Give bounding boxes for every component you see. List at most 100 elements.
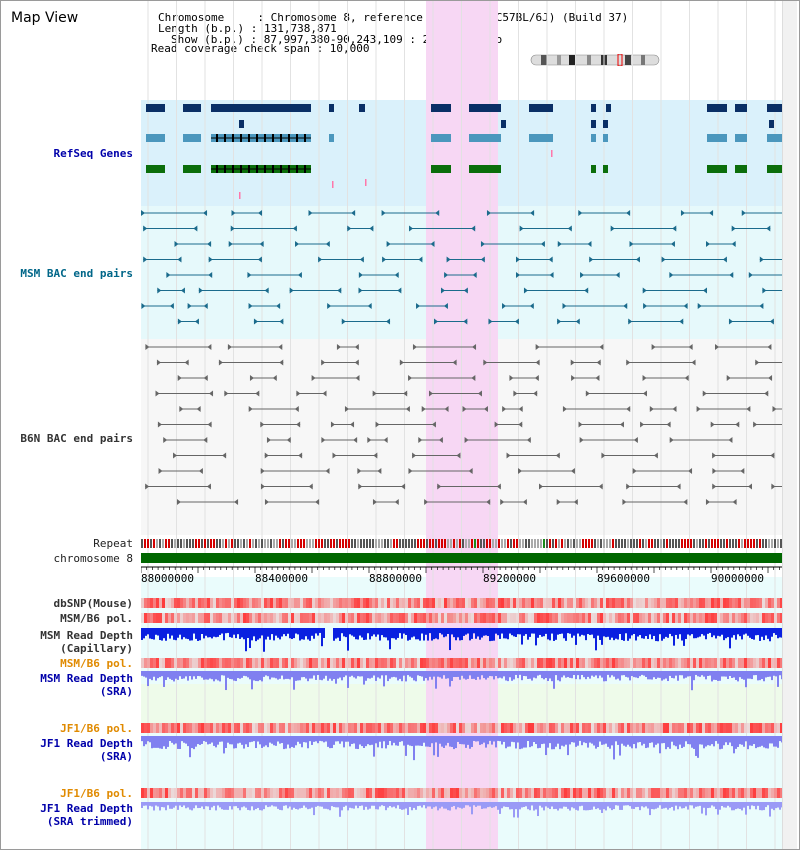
exon-tick [288, 134, 290, 142]
heat-cell [513, 658, 516, 668]
repeat-bar [333, 539, 335, 548]
exon-tick [288, 165, 290, 173]
heat-cell [489, 788, 492, 798]
heat-cell [318, 723, 321, 733]
heat-cell [333, 598, 336, 608]
depth-bar [511, 671, 513, 681]
heat-cell [732, 658, 735, 668]
bac-end-marker [174, 241, 179, 247]
depth-bar [307, 802, 309, 810]
depth-bar [731, 671, 733, 679]
depth-bar [603, 628, 605, 637]
bac-end-marker [623, 303, 628, 309]
exon-tick [248, 134, 250, 142]
exon-tick [280, 134, 282, 142]
heat-cell [168, 788, 171, 798]
vertical-scrollbar[interactable] [782, 1, 797, 849]
depth-bar [403, 802, 405, 810]
exon-tick [256, 134, 258, 142]
heat-cell [729, 658, 732, 668]
heat-cell [489, 613, 492, 623]
depth-bar [209, 736, 211, 744]
heat-cell [606, 723, 609, 733]
heat-cell [201, 598, 204, 608]
heat-cell [597, 723, 600, 733]
heat-cell [303, 658, 306, 668]
genome-track-canvas[interactable] [141, 1, 782, 849]
depth-bar [399, 671, 401, 679]
depth-bar [165, 736, 167, 749]
depth-bar [535, 671, 537, 679]
repeat-bar [489, 539, 491, 548]
depth-bar [517, 671, 519, 679]
bac-end-marker [728, 437, 733, 443]
depth-bar [753, 736, 755, 745]
depth-bar [531, 802, 533, 806]
heat-cell [270, 598, 273, 608]
heat-cell [279, 598, 282, 608]
depth-bar [701, 802, 703, 814]
depth-bar [643, 736, 645, 744]
depth-bar [515, 628, 517, 637]
depth-bar [485, 802, 487, 809]
repeat-bar [423, 539, 425, 548]
depth-bar [633, 628, 635, 634]
depth-bar [647, 802, 649, 809]
heat-cell [414, 598, 417, 608]
depth-bar [619, 671, 621, 681]
depth-bar [167, 736, 169, 747]
heat-cell [348, 788, 351, 798]
heat-cell [759, 613, 762, 623]
depth-bar [167, 802, 169, 806]
heat-cell [579, 723, 582, 733]
repeat-bar [624, 539, 626, 548]
bac-end-marker [526, 437, 531, 443]
bac-end-marker [480, 241, 485, 247]
b6n-bac-label[interactable]: B6N BAC end pairs [20, 432, 133, 445]
msm-bac-label[interactable]: MSM BAC end pairs [20, 267, 133, 280]
depth-bar [229, 628, 231, 638]
depth-bar [263, 802, 265, 810]
jf1-depth-sra-label[interactable]: JF1 Read Depth [40, 737, 133, 750]
depth-bar [333, 802, 335, 807]
depth-bar [725, 736, 727, 743]
depth-bar [695, 802, 697, 807]
dbsnp-label[interactable]: dbSNP(Mouse) [53, 597, 133, 610]
heat-cell [696, 658, 699, 668]
depth-bar [497, 671, 499, 679]
depth-bar [531, 628, 533, 634]
msm-depth-sra-label[interactable]: MSM Read Depth [40, 672, 133, 685]
heat-cell [780, 658, 782, 668]
heat-cell [186, 658, 189, 668]
chromosome-ideogram[interactable] [529, 54, 661, 66]
msm-pol-label-2[interactable]: MSM/B6 pol. [60, 657, 133, 670]
depth-bar [249, 736, 251, 743]
heat-cell [378, 598, 381, 608]
depth-bar [181, 628, 183, 640]
heat-cell [525, 598, 528, 608]
repeat-bar [642, 539, 644, 548]
depth-bar [423, 671, 425, 681]
repeat-bar [330, 539, 332, 548]
depth-bar [319, 628, 321, 633]
jf1-pol-label-1[interactable]: JF1/B6 pol. [60, 722, 133, 735]
depth-bar [705, 802, 707, 816]
heat-cell [612, 723, 615, 733]
heat-cell [342, 723, 345, 733]
heat-cell [189, 613, 192, 623]
jf1-trimmed-label[interactable]: JF1 Read Depth [40, 802, 133, 815]
repeat-bar [342, 539, 344, 548]
msm-depth-capillary-label[interactable]: MSM Read Depth [40, 629, 133, 642]
heat-cell [465, 723, 468, 733]
depth-bar [383, 628, 385, 638]
depth-bar [419, 628, 421, 641]
heat-cell [384, 723, 387, 733]
msm-pol-label-1[interactable]: MSM/B6 pol. [60, 612, 133, 625]
refseq-genes-label[interactable]: RefSeq Genes [53, 147, 133, 160]
depth-bar [273, 628, 275, 641]
heat-cell [660, 658, 663, 668]
jf1-pol-label-2[interactable]: JF1/B6 pol. [60, 787, 133, 800]
heat-cell [705, 598, 708, 608]
depth-bar [431, 628, 433, 641]
heat-cell [324, 658, 327, 668]
